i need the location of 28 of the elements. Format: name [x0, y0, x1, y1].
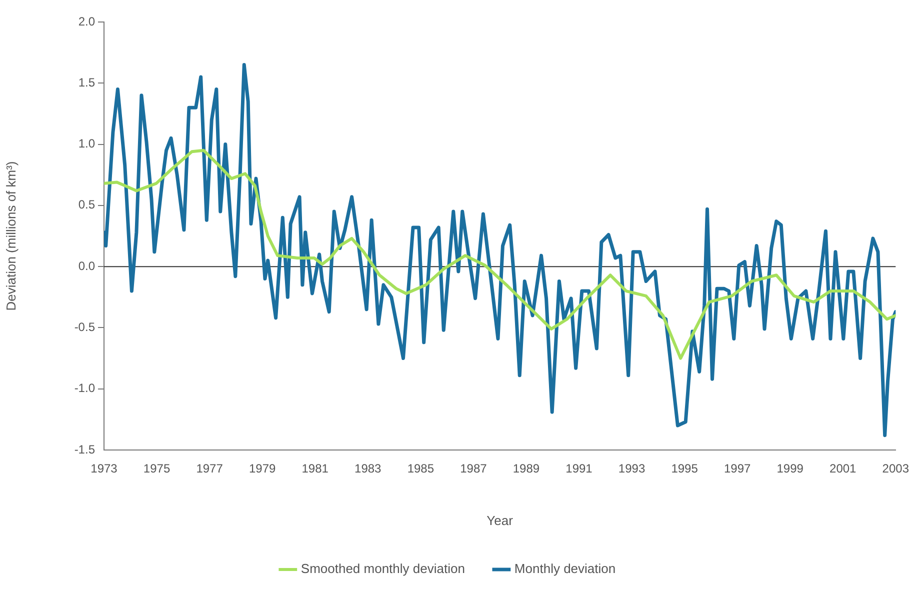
x-tick-label: 1975 [143, 462, 170, 476]
legend-label: Monthly deviation [514, 561, 616, 576]
x-tick-label: 1981 [302, 462, 329, 476]
y-axis-title: Deviation (millions of km³) [3, 161, 18, 311]
x-tick-label: 2003 [882, 462, 910, 476]
x-axis-title: Year [486, 512, 514, 528]
y-tick-label: 1.5 [78, 75, 96, 90]
y-tick-label: -1.5 [74, 442, 96, 456]
x-tick-label: 1995 [671, 462, 698, 476]
legend-label: Smoothed monthly deviation [300, 561, 465, 576]
y-tick-label: 1.0 [78, 136, 96, 151]
y-tick-label: 0.0 [78, 258, 96, 273]
y-tick-label: 2.0 [78, 14, 96, 28]
x-tick-label: 1999 [776, 462, 804, 476]
x-tick-label: 1997 [724, 462, 751, 476]
y-tick-label: -1.0 [74, 381, 96, 396]
x-tick-label: 1979 [248, 462, 276, 476]
y-tick-label: -0.5 [74, 320, 96, 334]
x-tick-label: 1973 [90, 462, 118, 476]
x-tick-label: 1987 [460, 462, 488, 476]
x-tick-label: 1977 [196, 462, 224, 476]
x-tick-label: 2001 [830, 462, 857, 476]
x-tick-label: 1991 [566, 462, 593, 476]
x-tick-label: 1985 [407, 462, 434, 476]
x-tick-label: 1993 [618, 462, 646, 476]
y-tick-label: 0.5 [78, 198, 96, 212]
x-tick-label: 1989 [512, 462, 540, 476]
x-tick-label: 1983 [354, 462, 382, 476]
